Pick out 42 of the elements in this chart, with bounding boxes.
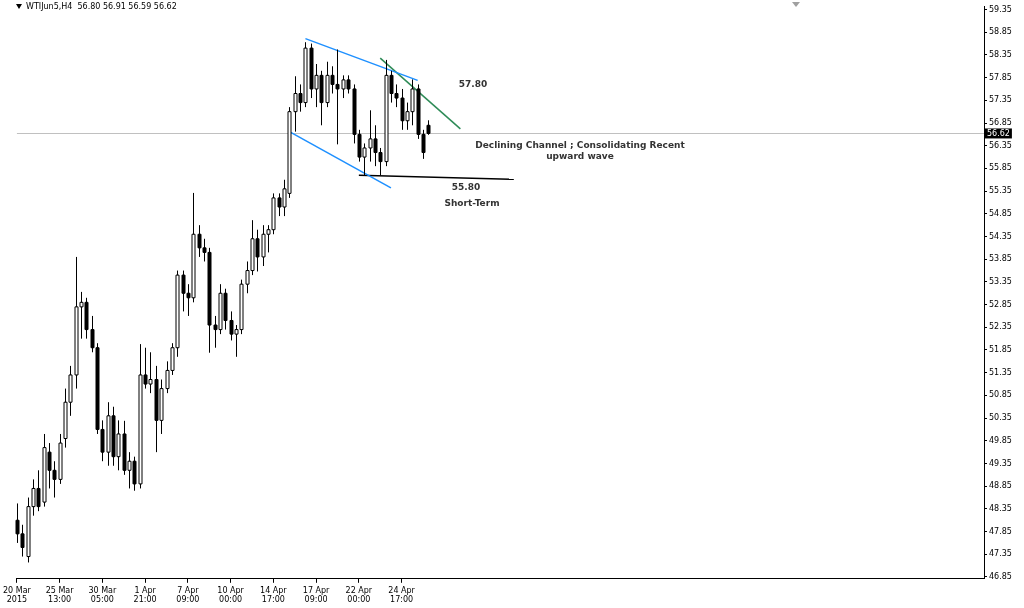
- x-tick-label: 17 Apr 09:00: [302, 585, 331, 605]
- y-tick-label: 50.35: [989, 413, 1012, 423]
- y-tick-label: 57.35: [989, 95, 1012, 105]
- x-tick-label: 25 Mar 13:00: [45, 585, 75, 605]
- y-tick-label: 55.85: [989, 163, 1012, 173]
- y-tick-label: 49.35: [989, 458, 1012, 468]
- y-tick-label: 53.35: [989, 276, 1012, 286]
- y-tick-label: 53.85: [989, 254, 1012, 264]
- y-tick-label: 56.85: [989, 118, 1012, 128]
- annotation: 57.80: [458, 79, 488, 90]
- y-tick-label: 57.85: [989, 72, 1012, 82]
- y-tick-label: 46.85: [989, 572, 1012, 582]
- y-tick-label: 54.35: [989, 231, 1012, 241]
- y-tick-label: 47.35: [989, 549, 1012, 559]
- y-tick-label: 58.85: [989, 27, 1012, 37]
- x-tick-label: 10 Apr 00:00: [217, 585, 245, 605]
- x-tick-label: 14 Apr 17:00: [260, 585, 288, 605]
- y-tick-label: 48.35: [989, 503, 1012, 513]
- y-tick-label: 51.35: [989, 367, 1012, 377]
- y-tick-label: 47.85: [989, 526, 1012, 536]
- y-tick-label: 52.85: [989, 299, 1012, 309]
- x-tick-label: 24 Apr 17:00: [388, 585, 416, 605]
- y-tick-label: 52.35: [989, 322, 1012, 332]
- y-tick-label: 58.35: [989, 50, 1012, 59]
- y-tick-label: 51.85: [989, 345, 1012, 355]
- annotation: Short-Term: [444, 198, 500, 209]
- x-tick-label: 20 Mar 2015: [2, 585, 32, 605]
- y-tick-label: 49.85: [989, 435, 1012, 445]
- x-tick-label: 7 Apr 09:00: [176, 585, 200, 605]
- y-tick-label: 48.85: [989, 481, 1012, 491]
- y-tick-label: 59.35: [989, 4, 1012, 14]
- y-tick-label: 50.85: [989, 390, 1012, 400]
- y-tick-label: 54.85: [989, 208, 1012, 218]
- annotation: 55.80: [451, 182, 481, 193]
- y-tick-label: 56.35: [989, 140, 1012, 150]
- x-tick-label: 30 Mar 05:00: [88, 585, 118, 605]
- x-tick-label: 22 Apr 00:00: [345, 585, 373, 605]
- y-tick-label: 55.35: [989, 186, 1012, 196]
- ref-line-label: 56.62: [987, 128, 1010, 138]
- annotation: Declining Channel ; Consolidating Recent upward wave: [475, 139, 686, 161]
- chart-title: WTIJun5,H4 56.80 56.91 56.59 56.62: [26, 2, 177, 11]
- x-tick-label: 1 Apr 21:00: [133, 585, 157, 605]
